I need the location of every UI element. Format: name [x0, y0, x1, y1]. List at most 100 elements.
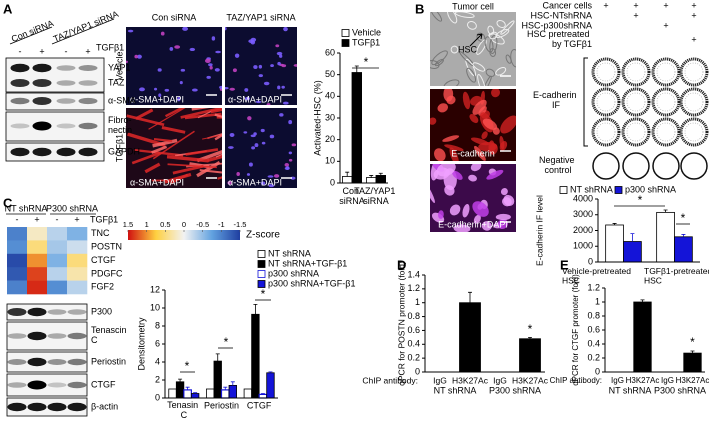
blot-band — [10, 63, 30, 73]
bar — [220, 389, 230, 399]
nucleus — [225, 86, 229, 90]
image-annotation: HSC — [458, 44, 478, 54]
blot-band — [56, 147, 76, 157]
fiber — [144, 162, 161, 174]
nucleus — [206, 75, 211, 79]
bar — [206, 388, 215, 399]
panel-label: A — [3, 1, 13, 16]
cell — [454, 12, 475, 19]
blot-band — [67, 309, 87, 315]
cell — [443, 79, 460, 86]
stain — [495, 213, 511, 221]
group-label: NT shRNA — [434, 385, 477, 395]
lane-sign: + — [85, 46, 90, 56]
blot-band — [7, 308, 27, 316]
fiber — [166, 154, 209, 163]
condition-sign: + — [663, 20, 668, 30]
stain — [449, 147, 459, 161]
fiber — [169, 173, 189, 185]
cell — [431, 50, 448, 66]
lane-group-label: NT shRNA — [5, 203, 48, 213]
y-tick-label: 0 — [415, 366, 420, 376]
y-axis-label: Activated-HSC (%) — [312, 80, 322, 156]
fiber — [126, 114, 165, 127]
stain — [481, 221, 492, 231]
condition-sign: + — [603, 0, 608, 10]
y-tick-label: 20 — [325, 134, 335, 144]
nucleus — [254, 143, 259, 148]
blot-band — [32, 79, 52, 87]
error-bar — [268, 371, 273, 373]
fiber — [148, 108, 186, 130]
blot-band — [56, 65, 76, 71]
blot-band — [7, 333, 27, 339]
if-spheroid-inner — [596, 92, 616, 112]
nucleus — [277, 61, 281, 66]
colorbar-tick-label: -1 — [218, 220, 225, 229]
legend-label: NT shRNA+TGF-β1 — [268, 258, 347, 268]
error-bar — [230, 381, 235, 386]
blot-label: CTGF — [91, 379, 116, 389]
blot-label: GAPDH — [108, 146, 140, 156]
significance-mark: * — [638, 193, 643, 207]
bar — [683, 352, 702, 373]
blot-band — [32, 63, 52, 73]
error-bar — [640, 299, 645, 302]
y-axis-label: E-cadherin IF level — [534, 195, 544, 266]
y-tick-label: 0 — [155, 392, 160, 402]
nucleus — [244, 88, 249, 92]
blot-frame — [5, 142, 105, 162]
error-bar — [663, 209, 668, 213]
condition-sign: + — [691, 34, 696, 44]
bar — [168, 388, 177, 399]
image-caption: α-SMA+DAPI — [228, 177, 282, 187]
heatmap-cell — [27, 267, 48, 281]
fiber — [214, 113, 222, 118]
heatmap-cell — [47, 280, 68, 295]
cell — [489, 31, 498, 40]
error-bar — [681, 234, 686, 237]
cell — [485, 68, 496, 78]
if-spheroid-inner — [626, 122, 646, 142]
y-tick-label: 12 — [150, 284, 160, 294]
x-tick-label: IgG — [493, 375, 507, 385]
blot-band — [27, 307, 47, 317]
condition-sign: + — [691, 10, 696, 20]
error-bar — [528, 336, 532, 339]
if-spheroid-inner — [684, 92, 704, 112]
nucleus — [255, 100, 262, 104]
blot-band — [27, 357, 47, 367]
image-caption: E-cadherin+DAPI — [438, 219, 508, 229]
colorbar-tick-label: 1 — [145, 220, 149, 229]
y-tick-label: 60 — [325, 47, 335, 57]
group-label: NT shRNA — [609, 385, 652, 395]
blot-label: YAP1 — [108, 62, 130, 72]
nucleus — [279, 54, 283, 58]
micrograph — [430, 89, 516, 161]
nucleus — [191, 88, 198, 92]
if-spheroid — [591, 57, 621, 87]
stain — [449, 204, 461, 216]
y-tick-label: 1 — [595, 296, 600, 306]
y-tick-label: 0.4 — [587, 338, 600, 348]
fiber — [161, 126, 186, 134]
stain-label: E-cadherin IF — [533, 90, 579, 110]
stain — [434, 148, 446, 161]
error-bar — [630, 233, 635, 242]
group-label: P300 shRNA — [654, 385, 706, 395]
blot-label: Periostin — [91, 356, 126, 366]
if-spheroid — [591, 117, 621, 147]
heatmap-cell — [67, 267, 88, 281]
nucleus — [215, 50, 221, 54]
heatmap-cell — [27, 280, 48, 295]
bar — [674, 236, 693, 263]
blot-band — [32, 121, 52, 131]
heatmap-cell — [67, 253, 88, 268]
blot-band — [10, 147, 30, 157]
y-tick-label: 0.8 — [407, 311, 420, 321]
nucleus — [227, 146, 234, 149]
bar — [633, 301, 652, 373]
condition-sign: + — [691, 0, 696, 10]
legend-swatch — [257, 270, 266, 278]
image-column-label: Con siRNA — [152, 12, 197, 22]
